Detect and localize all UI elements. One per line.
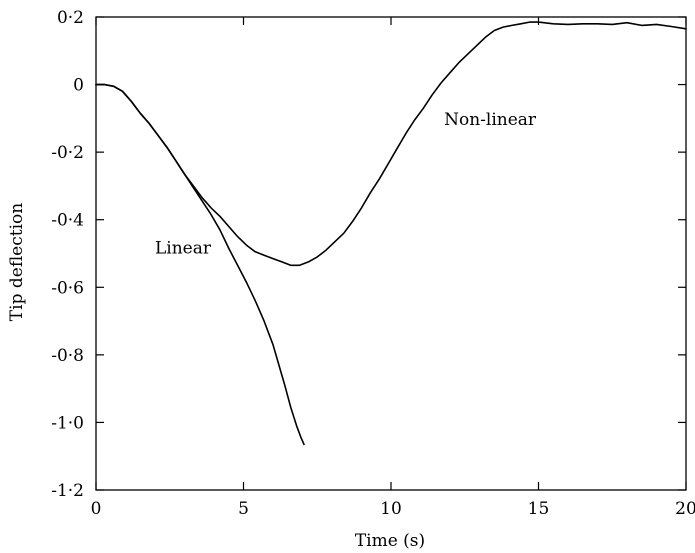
x-tick-label: 15 bbox=[528, 499, 550, 519]
y-axis: 0·2 0 -0·2 -0·4 -0·6 -0·8 -1·0 -1·2 bbox=[51, 8, 686, 501]
series-label-non-linear: Non-linear bbox=[444, 110, 537, 130]
y-tick-label: 0·2 bbox=[57, 8, 84, 28]
y-tick-label: -0·6 bbox=[51, 278, 84, 298]
x-tick-label: 5 bbox=[238, 499, 249, 519]
y-tick-label: -0·8 bbox=[51, 346, 84, 366]
series-line-non-linear bbox=[95, 21, 687, 267]
y-tick-label: 0 bbox=[73, 76, 84, 96]
x-tick-label: 20 bbox=[675, 499, 695, 519]
x-axis: 0 5 10 15 20 bbox=[91, 17, 695, 519]
y-tick-label: -0·4 bbox=[51, 211, 84, 231]
series-label-linear: Linear bbox=[155, 239, 212, 259]
y-axis-label: Tip deflection bbox=[7, 203, 27, 321]
x-tick-label: 0 bbox=[91, 499, 102, 519]
series-layer bbox=[95, 21, 687, 446]
series-line-linear bbox=[95, 83, 305, 446]
y-tick-label: -0·2 bbox=[51, 143, 84, 163]
x-tick-label: 10 bbox=[380, 499, 402, 519]
y-tick-label: -1·2 bbox=[51, 481, 84, 501]
y-tick-label: -1·0 bbox=[51, 413, 84, 433]
x-axis-label: Time (s) bbox=[355, 531, 425, 551]
series-annotations: Linear Non-linear bbox=[155, 110, 537, 258]
